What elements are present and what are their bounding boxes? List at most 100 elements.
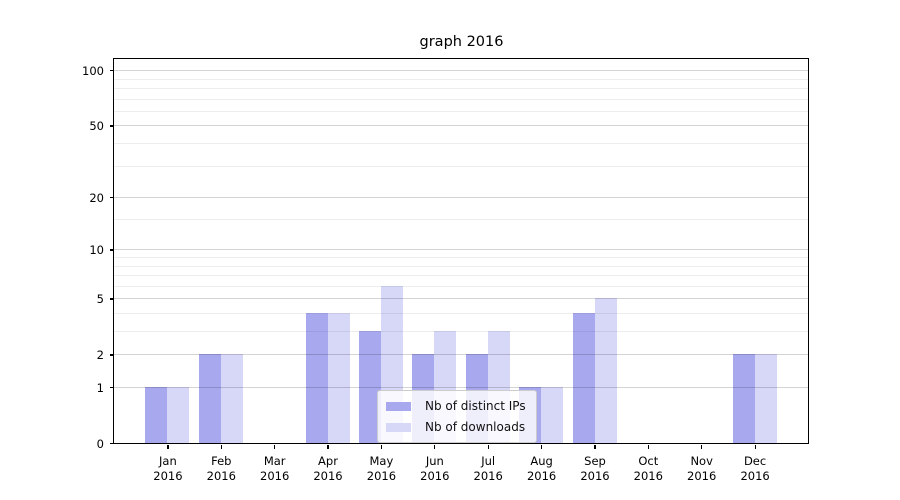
major-gridline (114, 70, 808, 72)
x-tick-mark (434, 445, 436, 449)
x-tick-label: Jan 2016 (126, 454, 210, 484)
bar-nb-of-distinct-ips (358, 331, 381, 443)
x-tick-label-line: 2016 (260, 468, 290, 483)
x-tick-label-line: 2016 (366, 468, 397, 483)
x-tick-label: Oct 2016 (606, 454, 690, 484)
chart-title: graph 2016 (419, 34, 504, 50)
minor-gridline (114, 143, 808, 144)
x-tick-label-line: May (369, 453, 394, 468)
y-tick-mark (109, 387, 114, 389)
bar-nb-of-downloads (594, 298, 617, 443)
x-tick-label-line: Dec (743, 453, 767, 468)
legend-row: Nb of downloads (386, 417, 526, 437)
x-tick-label: Aug 2016 (500, 454, 584, 484)
minor-gridline (114, 275, 808, 276)
y-tick-mark (109, 70, 114, 72)
x-tick-mark (647, 445, 649, 449)
y-tick-label: 20 (89, 190, 104, 205)
y-tick-label: 50 (89, 118, 104, 133)
x-tick-label-line: 2016 (633, 468, 663, 483)
bar-nb-of-distinct-ips (572, 313, 595, 443)
bar-nb-of-distinct-ips (305, 313, 328, 443)
x-tick-mark (220, 445, 222, 449)
bar-nb-of-downloads (541, 387, 564, 443)
x-tick-mark (327, 445, 329, 449)
bar-nb-of-downloads (754, 354, 777, 443)
x-tick-label-line: 2016 (580, 468, 610, 483)
x-tick-mark (487, 445, 489, 449)
y-tick-mark (109, 125, 114, 127)
major-gridline (114, 125, 808, 127)
major-gridline (114, 197, 808, 199)
legend: Nb of distinct IPs Nb of downloads (377, 390, 537, 443)
y-tick-label: 10 (89, 242, 104, 257)
y-tick-label: 5 (96, 291, 104, 306)
x-tick-label-line: Aug (530, 453, 553, 468)
x-tick-label-line: Sep (584, 453, 606, 468)
x-tick-label: Feb 2016 (179, 454, 263, 484)
major-gridline (114, 249, 808, 251)
minor-gridline (114, 88, 808, 89)
minor-gridline (114, 110, 808, 112)
legend-label-distinct-ips: Nb of distinct IPs (425, 399, 526, 413)
legend-row: Nb of distinct IPs (386, 396, 526, 416)
x-tick-mark (541, 445, 543, 449)
x-tick-label-line: 2016 (687, 468, 717, 483)
minor-gridline (114, 78, 808, 80)
minor-gridline (114, 285, 808, 287)
x-tick-label: Dec 2016 (713, 454, 797, 484)
x-tick-mark (167, 445, 169, 449)
minor-gridline (114, 313, 808, 314)
x-tick-label: Sep 2016 (553, 454, 637, 484)
y-tick-label: 0 (96, 436, 104, 451)
minor-gridline (114, 98, 808, 100)
y-tick-mark (109, 197, 114, 199)
x-tick-label-line: 2016 (153, 468, 183, 483)
plot-area: Nb of distinct IPs Nb of downloads (113, 58, 809, 444)
x-tick-mark (380, 445, 383, 449)
x-tick-label-line: Apr (318, 453, 338, 468)
minor-gridline (114, 165, 808, 167)
bar-nb-of-distinct-ips (198, 354, 221, 443)
y-tick-mark (109, 354, 114, 356)
x-tick-mark (594, 445, 596, 449)
x-tick-label-line: Jul (481, 453, 496, 468)
bar-nb-of-downloads (167, 387, 190, 443)
bar-nb-of-downloads (327, 313, 350, 443)
y-tick-label: 2 (96, 347, 104, 362)
x-tick-label-line: Oct (638, 453, 659, 468)
minor-gridline (114, 219, 808, 220)
x-tick-label-line: 2016 (740, 468, 770, 483)
x-tick-mark (701, 445, 703, 449)
x-tick-label-line: 2016 (313, 468, 343, 483)
legend-swatch-downloads (386, 422, 411, 432)
major-gridline (114, 354, 808, 356)
x-tick-label: Jun 2016 (393, 454, 477, 484)
x-tick-label-line: Nov (690, 453, 713, 468)
x-tick-mark (754, 445, 756, 449)
x-tick-mark (274, 445, 276, 449)
y-tick-label: 100 (82, 63, 104, 78)
x-tick-label-line: 2016 (473, 468, 503, 483)
x-tick-label-line: 2016 (206, 468, 236, 483)
x-tick-label-line: Mar (263, 453, 286, 468)
x-tick-label-line: 2016 (420, 468, 450, 483)
x-tick-label-line: 2016 (526, 468, 557, 483)
y-tick-label: 1 (96, 380, 104, 395)
x-tick-label: Apr 2016 (286, 454, 370, 484)
major-gridline (114, 387, 808, 388)
x-tick-label-line: Jun (425, 453, 444, 468)
y-tick-mark (109, 249, 114, 251)
x-tick-label-line: Feb (211, 453, 232, 468)
x-tick-label: May 2016 (339, 454, 423, 484)
major-gridline (114, 298, 808, 300)
bar-nb-of-distinct-ips (145, 387, 168, 443)
legend-swatch-distinct-ips (386, 401, 411, 411)
x-tick-label: Mar 2016 (233, 454, 317, 484)
y-tick-mark (109, 298, 114, 300)
minor-gridline (114, 257, 808, 258)
bar-nb-of-distinct-ips (732, 354, 755, 443)
minor-gridline (114, 265, 808, 267)
y-tick-mark (109, 443, 114, 445)
